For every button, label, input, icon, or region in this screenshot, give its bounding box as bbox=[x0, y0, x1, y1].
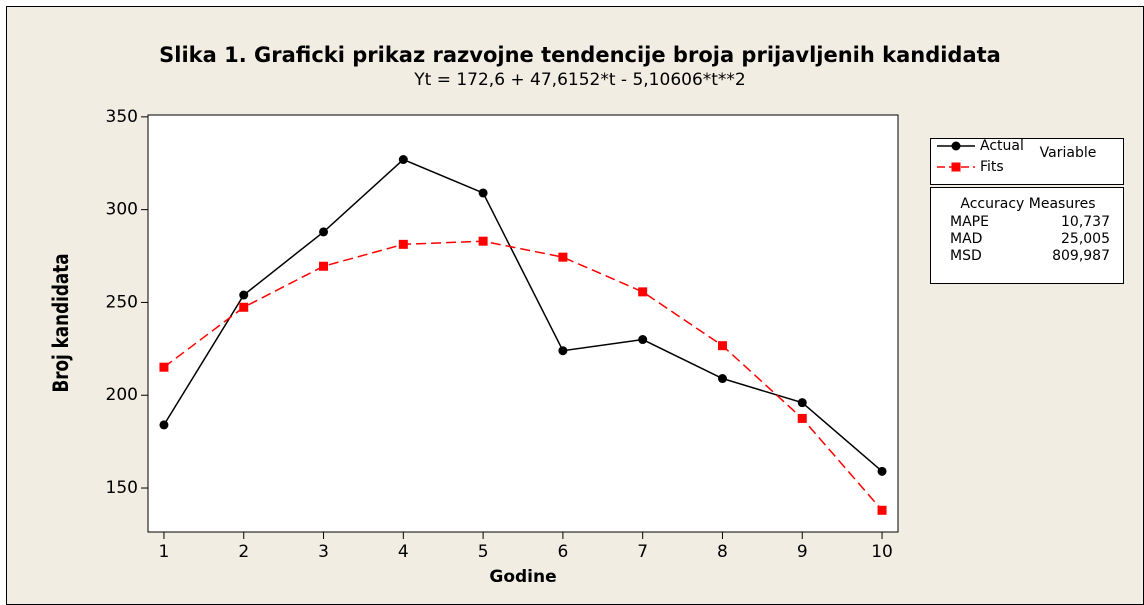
data-point bbox=[717, 341, 727, 351]
data-point bbox=[558, 346, 568, 356]
data-point bbox=[478, 188, 488, 198]
x-tick-label: 9 bbox=[797, 542, 808, 562]
y-tick-label: 200 bbox=[106, 385, 138, 405]
accuracy-value: 809,987 bbox=[1052, 248, 1110, 264]
x-tick-label: 3 bbox=[318, 542, 329, 562]
x-tick-label: 4 bbox=[398, 542, 409, 562]
data-point bbox=[398, 239, 408, 249]
data-point bbox=[239, 290, 249, 300]
data-point bbox=[717, 374, 727, 384]
chart-title: Slika 1. Graficki prikaz razvojne tenden… bbox=[159, 43, 1001, 67]
x-tick-label: 1 bbox=[159, 542, 170, 562]
data-point bbox=[638, 287, 648, 297]
data-point bbox=[877, 505, 887, 515]
data-point bbox=[398, 155, 408, 165]
x-tick-label: 10 bbox=[871, 542, 893, 562]
x-tick-label: 8 bbox=[717, 542, 728, 562]
x-tick-label: 2 bbox=[238, 542, 249, 562]
plot-area bbox=[147, 114, 899, 533]
y-axis-label: Broj kandidata bbox=[49, 253, 73, 392]
x-tick-label: 6 bbox=[557, 542, 568, 562]
accuracy-label: MSD bbox=[950, 248, 982, 264]
x-tick-label: 5 bbox=[478, 542, 489, 562]
chart-subtitle: Yt = 172,6 + 47,6152*t - 5,10606*t**2 bbox=[413, 70, 746, 90]
data-point bbox=[239, 302, 249, 312]
accuracy-box bbox=[930, 187, 1124, 284]
x-tick-label: 7 bbox=[637, 542, 648, 562]
data-point bbox=[877, 466, 887, 476]
legend-marker bbox=[951, 141, 961, 151]
data-point bbox=[319, 227, 329, 237]
series-line bbox=[163, 158, 883, 472]
legend-marker bbox=[951, 162, 961, 172]
x-axis-label: Godine bbox=[489, 567, 556, 587]
data-point bbox=[159, 362, 169, 372]
legend-box bbox=[930, 138, 1124, 185]
data-point bbox=[159, 420, 169, 430]
data-point bbox=[797, 398, 807, 408]
data-point bbox=[319, 261, 329, 271]
accuracy-title: Accuracy Measures bbox=[960, 196, 1095, 212]
y-tick-label: 150 bbox=[106, 478, 138, 498]
accuracy-value: 10,737 bbox=[1061, 214, 1110, 230]
legend-label: Actual bbox=[980, 138, 1024, 154]
legend-title: Variable bbox=[1040, 145, 1097, 161]
accuracy-label: MAPE bbox=[950, 214, 989, 230]
accuracy-label: MAD bbox=[950, 231, 982, 247]
data-point bbox=[638, 335, 648, 345]
data-point bbox=[797, 413, 807, 423]
series-line bbox=[163, 240, 883, 511]
data-point bbox=[558, 252, 568, 262]
data-point bbox=[478, 236, 488, 246]
y-tick-label: 350 bbox=[106, 107, 138, 127]
y-tick-label: 300 bbox=[106, 200, 138, 220]
y-tick-label: 250 bbox=[106, 292, 138, 312]
accuracy-value: 25,005 bbox=[1061, 231, 1110, 247]
legend-label: Fits bbox=[980, 159, 1004, 175]
